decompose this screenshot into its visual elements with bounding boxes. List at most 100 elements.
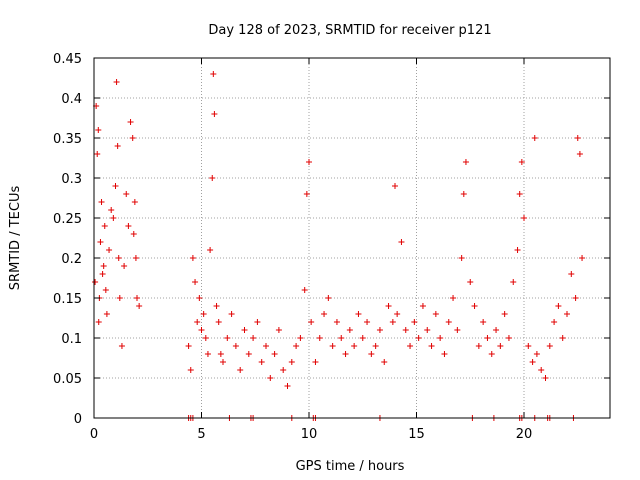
data-point: [95, 319, 102, 325]
data-point: [196, 295, 203, 301]
data-point: [98, 199, 105, 205]
data-point: [445, 319, 452, 325]
data-point: [136, 303, 143, 309]
data-point: [325, 295, 332, 301]
data-point: [385, 303, 392, 309]
data-point: [564, 311, 570, 317]
y-tick-label: 0.05: [53, 372, 82, 387]
data-point: [493, 327, 500, 333]
data-point: [432, 311, 439, 317]
data-points: [92, 71, 586, 421]
data-point: [192, 279, 199, 285]
data-point: [284, 383, 291, 389]
data-point: [514, 247, 521, 253]
data-point: [460, 191, 467, 197]
data-point: [555, 303, 562, 309]
data-point: [308, 319, 315, 325]
data-point: [258, 359, 265, 365]
data-point: [121, 263, 128, 269]
data-point: [398, 239, 405, 245]
y-tick-label: 0.3: [61, 172, 82, 187]
data-point: [467, 279, 474, 285]
data-point: [424, 327, 431, 333]
data-point: [103, 311, 110, 317]
data-point: [134, 295, 140, 301]
data-point: [224, 335, 231, 341]
data-point: [101, 223, 108, 229]
data-point: [516, 191, 523, 197]
data-point: [411, 319, 418, 325]
data-point: [99, 271, 106, 277]
data-point: [389, 319, 396, 325]
data-point: [521, 215, 527, 221]
data-point: [263, 343, 269, 349]
data-point: [572, 295, 579, 301]
data-point: [232, 343, 239, 349]
data-point: [288, 359, 295, 365]
data-point: [321, 311, 328, 317]
data-point: [359, 335, 366, 341]
data-point: [576, 151, 583, 157]
data-point: [132, 255, 139, 261]
data-point: [185, 343, 192, 349]
data-point: [437, 335, 444, 341]
x-axis-label: GPS time / hours: [296, 459, 405, 474]
data-point: [100, 263, 107, 269]
chart-title: Day 128 of 2023, SRMTID for receiver p12…: [208, 23, 491, 38]
data-point: [97, 239, 104, 245]
data-point: [510, 279, 517, 285]
x-tick-label: 10: [301, 427, 318, 442]
data-point: [200, 311, 207, 317]
axes: 0 0.05 0.1 0.15 0.2 0.25 0.3 0.35 0.4 0.45 0 5 10 15 2…: [53, 52, 610, 442]
x-tick-label: 15: [408, 427, 425, 442]
data-point: [488, 351, 495, 357]
data-point: [531, 135, 538, 141]
data-point: [368, 351, 375, 357]
y-tick-label: 0.2: [61, 252, 82, 267]
data-point: [92, 279, 99, 285]
data-point: [108, 207, 115, 213]
data-point: [376, 327, 383, 333]
data-point: [364, 319, 371, 325]
y-tick-label: 0.25: [53, 212, 82, 227]
data-point: [407, 343, 414, 349]
data-point: [267, 375, 274, 381]
data-point: [187, 367, 194, 373]
data-point: [306, 159, 312, 165]
data-point: [245, 351, 252, 357]
x-tick-label: 0: [90, 427, 98, 442]
data-point: [254, 319, 261, 325]
y-tick-label: 0.35: [53, 132, 82, 147]
data-point: [484, 335, 491, 341]
data-point: [241, 327, 248, 333]
data-point: [280, 367, 287, 373]
plot-frame: [93, 57, 611, 419]
data-point: [381, 359, 388, 365]
data-point: [125, 223, 132, 229]
data-point: [419, 303, 426, 309]
data-point: [450, 295, 457, 301]
data-point: [297, 335, 304, 341]
data-point: [551, 319, 558, 325]
x-tick-label: 20: [516, 427, 533, 442]
data-point: [127, 119, 134, 125]
data-point: [194, 319, 201, 325]
data-point: [542, 375, 549, 381]
data-point: [458, 255, 465, 261]
data-point: [346, 327, 353, 333]
data-point: [123, 191, 130, 197]
data-point: [110, 215, 117, 221]
data-point: [480, 319, 487, 325]
data-point: [475, 343, 482, 349]
data-point: [533, 351, 540, 357]
data-point: [471, 303, 478, 309]
data-point: [518, 159, 525, 165]
data-point: [316, 335, 323, 341]
data-point: [402, 327, 409, 333]
x-tick-label: 5: [197, 427, 205, 442]
data-point: [202, 335, 209, 341]
data-point: [501, 311, 508, 317]
data-point: [207, 247, 214, 253]
data-point: [113, 79, 120, 85]
data-point: [303, 191, 310, 197]
